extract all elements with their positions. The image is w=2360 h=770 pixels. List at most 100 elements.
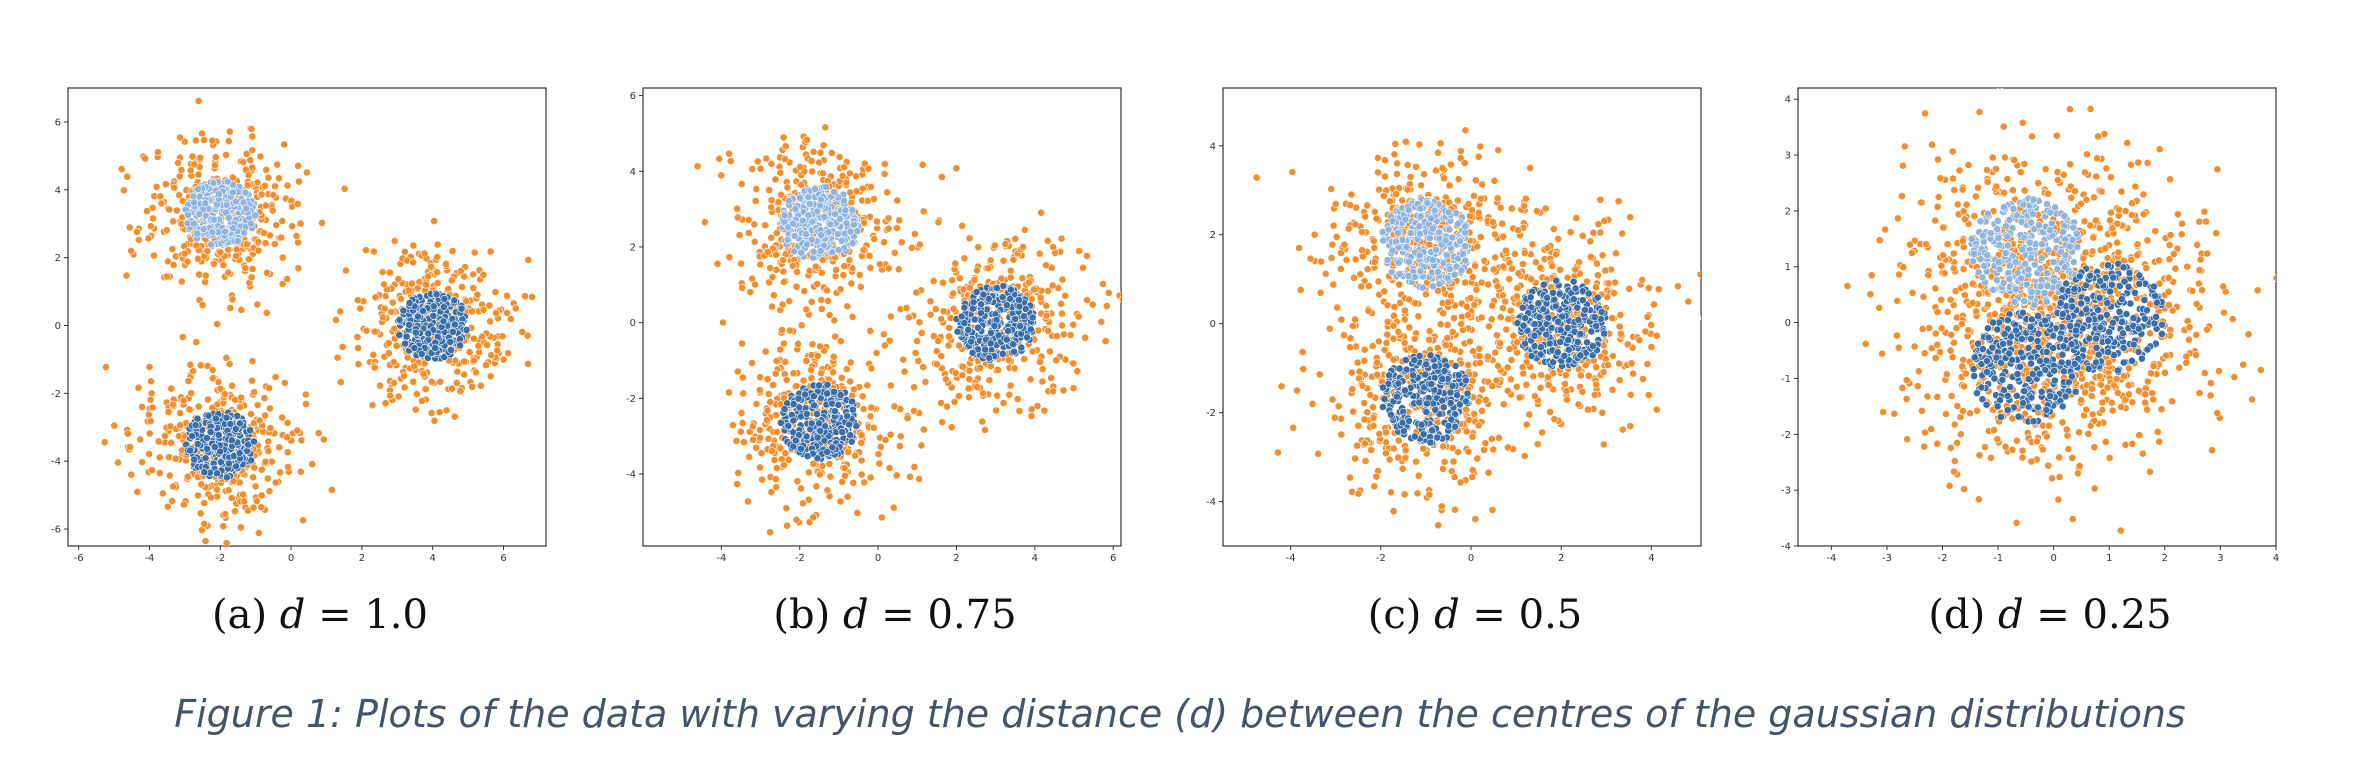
data-point-wide <box>807 297 816 306</box>
x-tick-label: -2 <box>795 553 805 564</box>
data-point-wide <box>879 330 888 339</box>
data-point-wide <box>362 246 370 255</box>
data-point-wide <box>779 339 788 348</box>
data-point-wide <box>1641 327 1650 336</box>
data-point-tight <box>1019 312 1028 321</box>
data-point-wide <box>380 280 388 289</box>
data-point-wide <box>849 385 858 394</box>
data-point-wide <box>1612 249 1620 258</box>
data-point-wide <box>921 377 930 386</box>
data-point-wide <box>855 270 864 279</box>
data-point-wide <box>756 463 764 472</box>
data-point-tight <box>188 432 196 441</box>
data-point-wide <box>913 337 921 345</box>
data-point-wide <box>400 383 409 392</box>
data-point-tight <box>822 183 831 191</box>
data-point-tight <box>224 213 233 222</box>
data-point-wide <box>1512 382 1521 391</box>
data-point-wide <box>1460 159 1469 167</box>
data-point-wide <box>244 171 253 180</box>
data-point-wide <box>262 165 271 174</box>
data-point-wide <box>260 394 269 403</box>
data-point-wide <box>1358 252 1367 261</box>
data-point-wide <box>171 454 180 463</box>
data-point-wide <box>1373 370 1381 379</box>
data-point-wide <box>729 421 737 430</box>
data-point-wide <box>172 206 181 215</box>
data-point-wide <box>224 245 233 254</box>
data-point-wide <box>386 391 394 400</box>
data-point-wide <box>1493 194 1502 203</box>
data-point-wide <box>236 403 245 411</box>
data-point-wide <box>1470 191 1478 200</box>
data-point-wide <box>456 387 465 396</box>
data-point-wide <box>1592 259 1601 268</box>
data-point-wide <box>1618 425 1627 434</box>
data-point-wide <box>818 169 827 178</box>
data-point-wide <box>1518 363 1527 372</box>
data-point-wide <box>1594 220 1603 229</box>
data-point-wide <box>268 206 277 215</box>
data-point-wide <box>1368 342 1377 350</box>
data-point-wide <box>141 154 150 163</box>
data-point-wide <box>738 283 746 292</box>
data-point-wide <box>1438 164 1447 172</box>
data-point-wide <box>737 180 746 188</box>
data-point-wide <box>1451 345 1459 354</box>
data-point-tight <box>233 236 242 245</box>
data-point-wide <box>170 183 179 192</box>
data-point-tight <box>828 399 836 408</box>
data-point-wide <box>960 254 969 263</box>
data-point-wide <box>1252 173 1261 182</box>
data-point-tight <box>815 419 823 428</box>
data-point-wide <box>734 468 743 477</box>
data-point-wide <box>917 328 926 337</box>
data-point-wide <box>302 400 310 408</box>
data-point-wide <box>1537 371 1546 379</box>
data-point-wide <box>796 163 804 171</box>
data-point-tight <box>1028 313 1037 322</box>
data-point-wide <box>378 268 387 276</box>
data-point-wide <box>844 448 853 456</box>
data-point-wide <box>186 166 195 175</box>
data-point-wide <box>1314 449 1322 458</box>
data-point-wide <box>266 424 275 433</box>
data-point-wide <box>376 381 384 390</box>
subplot-a: -6 -4 -2 0 2 4 6 -6 -4 -2 0 2 4 6 (a) d = 1.0 <box>40 0 600 660</box>
y-tick-label: 6 <box>630 91 636 102</box>
data-point-tight <box>250 437 258 446</box>
data-point-wide <box>318 218 326 227</box>
data-point-wide <box>1119 296 1121 303</box>
data-point-wide <box>979 389 987 398</box>
data-point-wide <box>1419 444 1428 453</box>
data-point-wide <box>1652 331 1661 340</box>
data-point-wide <box>1415 140 1424 149</box>
data-point-wide <box>222 353 231 362</box>
data-point-wide <box>1491 230 1499 239</box>
data-point-tight <box>440 294 449 303</box>
data-point-wide <box>1543 244 1552 252</box>
data-point-wide <box>826 472 835 481</box>
data-point-wide <box>369 247 378 256</box>
data-point-wide <box>947 423 956 432</box>
data-point-wide <box>1629 369 1637 378</box>
data-point-tight <box>791 436 800 445</box>
data-point-wide <box>1647 320 1656 329</box>
data-point-wide <box>221 510 230 518</box>
data-point-tight <box>201 454 210 463</box>
data-point-wide <box>257 190 266 199</box>
data-point-wide <box>986 256 995 265</box>
data-point-wide <box>1020 225 1029 234</box>
data-point-wide <box>815 470 824 479</box>
data-point-wide <box>745 452 753 461</box>
data-point-wide <box>333 353 342 362</box>
data-point-wide <box>886 381 895 390</box>
data-point-wide <box>1529 372 1538 381</box>
data-point-wide <box>430 217 438 225</box>
data-point-wide <box>1474 208 1483 217</box>
data-point-wide <box>1289 423 1298 432</box>
data-point-wide <box>1357 282 1366 291</box>
data-point-wide <box>1592 380 1601 389</box>
data-point-wide <box>945 332 953 341</box>
data-point-wide <box>275 174 283 183</box>
